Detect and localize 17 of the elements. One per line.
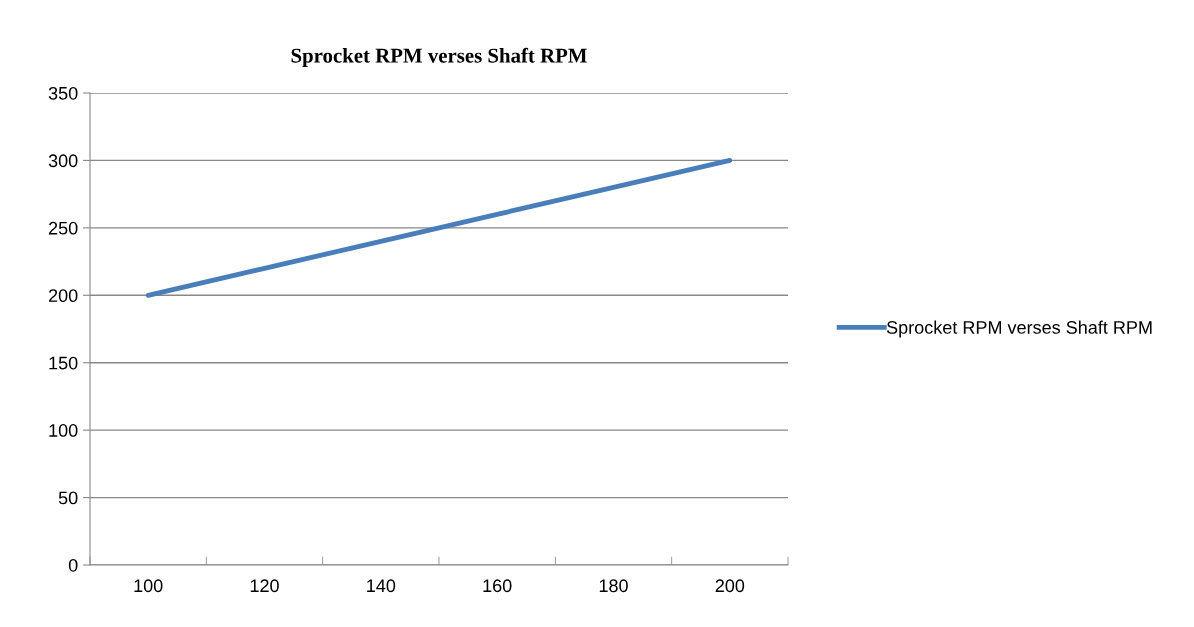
line-series [145,158,733,298]
y-tick-label: 300 [48,154,78,168]
y-tick-label: 0 [68,558,78,572]
x-tick-label: 160 [483,579,512,593]
y-tick-label: 150 [49,356,78,370]
y-tick-label: 100 [49,424,78,437]
x-tick-label: 180 [599,579,628,593]
y-tick-label: 350 [48,86,78,100]
legend-label: Sprocket RPM verses Shaft RPM [886,320,1152,338]
x-tick-label: 140 [367,579,396,593]
x-tick-label: 200 [715,579,745,593]
chart-title: Sprocket RPM verses Shaft RPM [291,47,587,67]
x-tick-label: 120 [250,579,279,593]
y-tick-label: 50 [58,491,78,505]
x-tick-label: 100 [134,579,163,593]
y-tick-label: 250 [48,221,78,235]
y-tick-label: 200 [48,289,78,303]
